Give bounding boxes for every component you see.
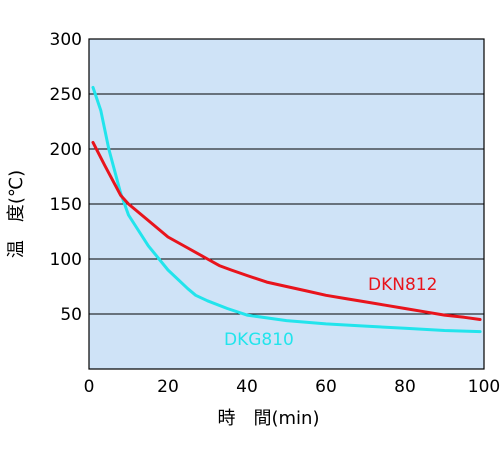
y-tick-labels: 50 100 150 200 250 300 [50, 30, 82, 325]
y-tick-label: 200 [50, 140, 82, 160]
plot-frame [88, 38, 485, 370]
x-tick-labels: 0 20 40 60 80 100 [84, 377, 500, 397]
series-line-dkg810 [91, 85, 482, 334]
series-label-dkg810: DKG810 [224, 330, 294, 350]
x-tick-label: 20 [157, 377, 179, 397]
series-label-dkn812: DKN812 [368, 275, 437, 295]
y-axis-label: 温 度(℃) [6, 170, 27, 258]
x-tick-label: 0 [84, 377, 95, 397]
series-line-dkn812 [91, 140, 482, 321]
y-tick-label: 300 [50, 30, 82, 50]
y-tick-label: 250 [50, 85, 82, 105]
x-tick-label: 80 [394, 377, 416, 397]
x-tick-label: 100 [468, 377, 500, 397]
x-tick-label: 40 [236, 377, 258, 397]
y-tick-label: 150 [50, 195, 82, 215]
y-tick-label: 50 [60, 305, 82, 325]
y-tick-label: 100 [50, 250, 82, 270]
series-layer [91, 85, 482, 334]
x-tick-label: 60 [315, 377, 337, 397]
x-axis-label: 時 間(min) [218, 408, 320, 429]
